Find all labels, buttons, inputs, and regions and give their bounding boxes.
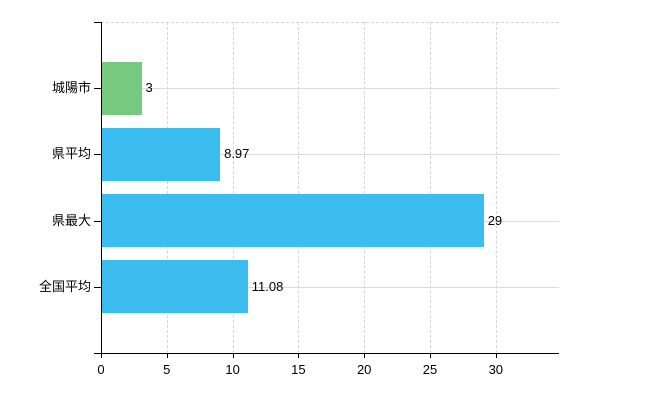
grid-line-horizontal (101, 154, 559, 156)
grid-line-vertical (495, 22, 497, 353)
y-axis-tick (94, 220, 101, 222)
x-tick-label: 30 (488, 362, 504, 377)
bar (102, 61, 142, 115)
grid-line-vertical (364, 22, 366, 353)
plot-top-border (101, 22, 559, 23)
bar-value-label: 8.97 (224, 146, 250, 162)
x-tick-label: 0 (97, 362, 105, 377)
y-axis-line (101, 22, 102, 357)
category-label: 県最大 (51, 212, 91, 228)
x-tick-label: 25 (422, 362, 438, 377)
x-axis-line (94, 353, 559, 354)
x-axis-tick (495, 353, 497, 358)
x-tick-label: 10 (225, 362, 240, 377)
x-axis-tick (364, 353, 366, 358)
x-axis-tick (232, 353, 234, 358)
bar (102, 194, 484, 248)
y-axis-tick (94, 286, 101, 288)
category-label: 全国平均 (38, 278, 91, 294)
y-axis-tick (94, 22, 101, 23)
bar-value-label: 3 (145, 80, 153, 96)
x-axis-tick (430, 353, 431, 358)
bar-value-label: 29 (487, 212, 503, 228)
grid-line-vertical (166, 22, 168, 353)
x-tick-label: 20 (356, 362, 372, 377)
y-axis-tick (94, 154, 101, 156)
x-axis-tick (166, 353, 168, 358)
bar-value-label: 11.08 (251, 278, 284, 294)
x-tick-label: 5 (163, 362, 171, 377)
grid-line-horizontal (101, 88, 559, 90)
y-axis-tick (94, 88, 101, 90)
x-axis-tick (101, 353, 102, 358)
x-tick-label: 15 (291, 362, 306, 377)
category-label: 城陽市 (51, 80, 91, 96)
bar (102, 127, 221, 181)
category-label: 県平均 (51, 146, 91, 162)
x-axis-tick (298, 353, 300, 358)
grid-line-vertical (232, 22, 234, 353)
grid-line-vertical (430, 22, 431, 353)
grid-line-horizontal (101, 286, 559, 288)
bar (102, 260, 248, 314)
grid-line-vertical (298, 22, 300, 353)
